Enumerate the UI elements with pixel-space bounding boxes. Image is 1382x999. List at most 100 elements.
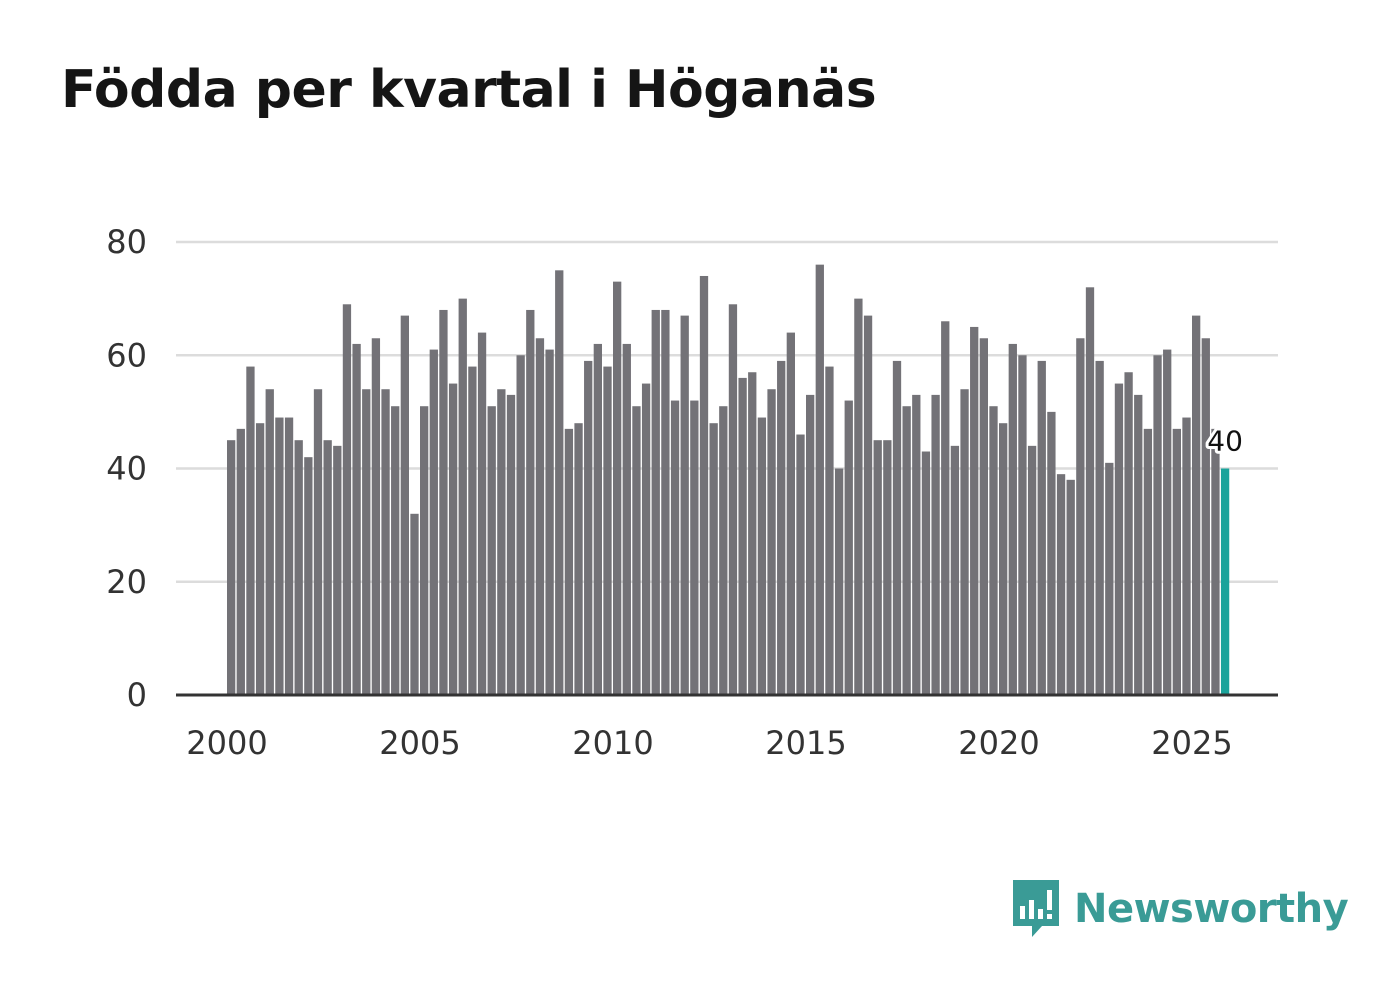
bar xyxy=(284,417,294,695)
newsworthy-logo[interactable]: Newsworthy xyxy=(1010,878,1349,940)
brand-name: Newsworthy xyxy=(1074,886,1349,932)
bar xyxy=(806,394,815,695)
bar xyxy=(1220,468,1230,695)
bar xyxy=(381,389,390,695)
bar xyxy=(844,400,853,695)
bar xyxy=(468,366,477,695)
bar xyxy=(545,349,554,695)
bar xyxy=(1192,315,1201,695)
bar xyxy=(1163,349,1172,695)
bar xyxy=(236,428,245,695)
bar xyxy=(1037,360,1046,695)
bar xyxy=(892,360,902,695)
bar xyxy=(526,309,535,695)
newsworthy-logo-icon xyxy=(1013,880,1059,937)
bar xyxy=(555,270,564,695)
y-tick-label: 40 xyxy=(106,450,147,488)
bar xyxy=(593,343,602,695)
bar xyxy=(410,513,419,695)
bar xyxy=(738,377,747,695)
bar xyxy=(979,338,988,695)
bar xyxy=(748,372,757,695)
bar xyxy=(912,394,921,695)
bar xyxy=(767,389,776,695)
data-label-last: 40 xyxy=(1207,425,1243,458)
bar xyxy=(777,360,786,695)
bar xyxy=(1047,411,1056,695)
bar xyxy=(960,389,969,695)
bar xyxy=(371,338,381,695)
x-tick-label: 2025 xyxy=(1151,724,1232,762)
x-tick-label: 2015 xyxy=(765,724,846,762)
bar xyxy=(728,304,738,695)
x-tick-label: 2000 xyxy=(186,724,267,762)
bar xyxy=(873,440,882,695)
bar xyxy=(304,457,313,695)
chart-title: Födda per kvartal i Höganäs xyxy=(61,60,877,120)
bar xyxy=(883,440,892,695)
bar xyxy=(902,406,911,695)
bar xyxy=(622,343,631,695)
bar xyxy=(342,304,352,695)
y-tick-label: 80 xyxy=(106,223,147,261)
bar xyxy=(921,451,931,695)
bar xyxy=(613,281,622,695)
bar xyxy=(854,298,863,695)
bar xyxy=(1085,287,1095,695)
bar xyxy=(699,275,709,695)
bar xyxy=(294,440,303,695)
bar xyxy=(757,417,767,695)
bar xyxy=(1134,394,1143,695)
x-tick-label: 2010 xyxy=(572,724,653,762)
bar xyxy=(246,366,255,695)
bar xyxy=(1124,372,1133,695)
bar xyxy=(255,423,265,695)
bar xyxy=(497,389,506,695)
bar xyxy=(1095,360,1104,695)
bar xyxy=(352,343,361,695)
bar xyxy=(863,315,873,695)
bar xyxy=(641,383,651,695)
bar xyxy=(1201,338,1210,695)
bar xyxy=(989,406,998,695)
bar xyxy=(439,309,448,695)
bar xyxy=(227,440,236,695)
bar xyxy=(313,389,323,695)
bar xyxy=(931,394,940,695)
bar xyxy=(1172,428,1181,695)
bar xyxy=(333,445,342,695)
bar xyxy=(1153,355,1162,695)
bar xyxy=(999,423,1008,695)
bar xyxy=(970,326,979,695)
bar xyxy=(1056,474,1066,695)
bar xyxy=(429,349,438,695)
y-tick-label: 20 xyxy=(106,563,147,601)
bar xyxy=(1076,338,1085,695)
bar xyxy=(719,406,728,695)
bar xyxy=(420,406,429,695)
bar xyxy=(323,440,332,695)
bar xyxy=(941,321,950,695)
bar xyxy=(1018,355,1027,695)
bar xyxy=(815,264,824,695)
bar xyxy=(661,309,670,695)
x-tick-label: 2005 xyxy=(379,724,460,762)
bar xyxy=(670,400,680,695)
bar xyxy=(651,309,660,695)
bar xyxy=(825,366,834,695)
bar xyxy=(275,417,284,695)
bar xyxy=(1143,428,1153,695)
bar xyxy=(1008,343,1017,695)
bar xyxy=(1027,445,1037,695)
bar xyxy=(448,383,458,695)
bar xyxy=(950,445,960,695)
bar xyxy=(1114,383,1124,695)
bar xyxy=(516,355,525,695)
bar xyxy=(574,423,583,695)
bar xyxy=(786,332,795,695)
y-tick-label: 60 xyxy=(106,336,147,374)
bar xyxy=(1182,417,1191,695)
bar xyxy=(265,389,274,695)
bar xyxy=(690,400,699,695)
